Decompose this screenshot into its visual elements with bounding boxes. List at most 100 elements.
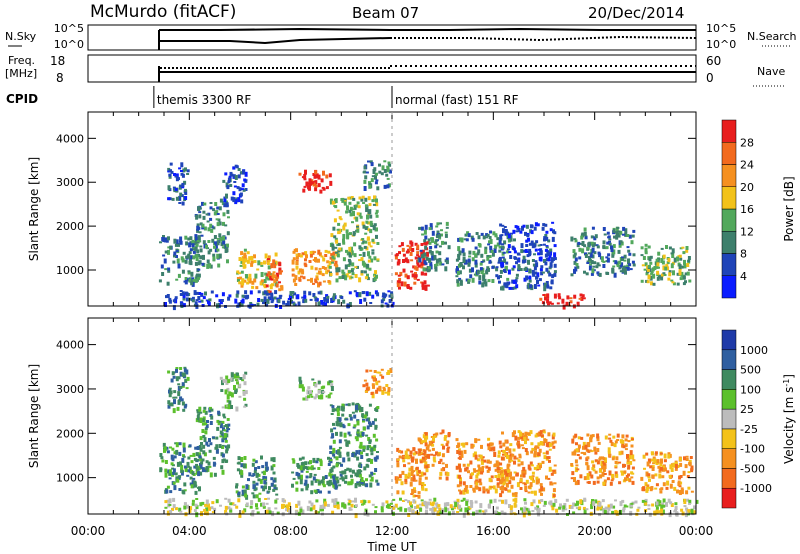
echo-cell (380, 172, 384, 176)
echo-cell (421, 485, 425, 491)
echo-cell (180, 468, 184, 473)
echo-cell (474, 253, 478, 258)
echo-cell (399, 506, 403, 512)
echo-cell (396, 447, 400, 452)
echo-cell (334, 198, 338, 204)
echo-cell (177, 273, 181, 278)
echo-cell (514, 225, 518, 229)
echo-cell (465, 238, 469, 242)
echo-cell (597, 251, 601, 255)
echo-cell (477, 469, 481, 475)
echo-cell (520, 249, 524, 254)
echo-cell (582, 297, 586, 300)
echo-cell (651, 474, 655, 479)
echo-cell (312, 282, 315, 285)
echo-cell (474, 262, 478, 268)
echo-cell (614, 471, 618, 477)
echo-cell (376, 258, 380, 261)
echo-cell (211, 436, 215, 439)
echo-cell (398, 251, 401, 255)
echo-cell (333, 456, 337, 459)
echo-cell (220, 242, 224, 247)
echo-cell (599, 468, 603, 472)
echo-cell (612, 228, 616, 233)
echo-cell (353, 414, 357, 419)
echo-cell (420, 499, 424, 502)
echo-cell (303, 295, 307, 300)
echo-cell (498, 239, 502, 245)
echo-cell (474, 438, 478, 444)
echo-cell (547, 432, 551, 437)
echo-cell (353, 242, 357, 247)
echo-cell (442, 445, 445, 450)
echo-cell (615, 473, 619, 478)
echo-cell (457, 263, 461, 268)
colorbar-swatch (721, 389, 737, 410)
echo-cell (683, 505, 687, 508)
echo-cell (243, 489, 247, 494)
echo-cell (248, 278, 252, 284)
echo-cell (236, 186, 240, 190)
echo-cell (195, 452, 199, 457)
echo-cell (423, 280, 427, 285)
echo-cell (418, 477, 422, 481)
echo-cell (254, 487, 258, 491)
echo-cell (216, 222, 220, 227)
echo-cell (526, 234, 530, 238)
echo-cell (376, 292, 380, 297)
echo-cell (348, 275, 352, 280)
echo-cell (242, 260, 246, 266)
echo-cell (624, 438, 628, 442)
echo-cell (210, 290, 214, 294)
echo-cell (628, 454, 632, 460)
echo-cell (365, 220, 369, 224)
echo-cell (313, 251, 317, 254)
echo-cell (513, 455, 517, 460)
echo-cell (325, 270, 329, 275)
echo-cell (336, 209, 340, 212)
echo-cell (263, 296, 267, 302)
echo-cell (440, 443, 444, 446)
echo-cell (447, 511, 451, 516)
echo-cell (229, 509, 233, 513)
echo-cell (375, 479, 379, 483)
echo-cell (318, 270, 321, 275)
echo-cell (410, 465, 414, 471)
echo-cell (471, 472, 474, 476)
echo-cell (348, 434, 352, 437)
echo-cell (574, 433, 578, 438)
echo-cell (616, 265, 620, 268)
echo-cell (464, 259, 468, 265)
echo-cell (211, 511, 215, 514)
echo-cell (310, 265, 314, 270)
echo-cell (419, 249, 423, 252)
echo-cell (302, 299, 306, 304)
echo-cell (321, 508, 324, 512)
colorbar-tick-label: 4 (740, 270, 747, 283)
echo-cell (353, 454, 357, 458)
echo-cell (484, 509, 488, 513)
echo-cell (530, 450, 534, 454)
echo-cell (615, 233, 619, 237)
echo-cell (463, 488, 467, 492)
echo-cell (416, 244, 420, 250)
echo-cell (444, 231, 448, 234)
echo-cell (631, 234, 635, 238)
echo-cell (628, 478, 632, 483)
echo-cell (368, 267, 372, 271)
echo-cell (508, 474, 512, 478)
echo-cell (335, 421, 339, 427)
echo-cell (425, 505, 429, 509)
echo-cell (577, 241, 581, 245)
echo-cell (685, 246, 689, 250)
echo-cell (486, 443, 490, 447)
echo-cell (275, 272, 279, 277)
echo-cell (171, 457, 175, 462)
echo-cell (387, 290, 391, 293)
echo-cell (199, 463, 203, 469)
echo-cell (417, 264, 421, 268)
echo-cell (541, 301, 545, 305)
echo-cell (348, 291, 352, 295)
echo-cell (648, 264, 651, 268)
echo-cell (190, 271, 194, 277)
